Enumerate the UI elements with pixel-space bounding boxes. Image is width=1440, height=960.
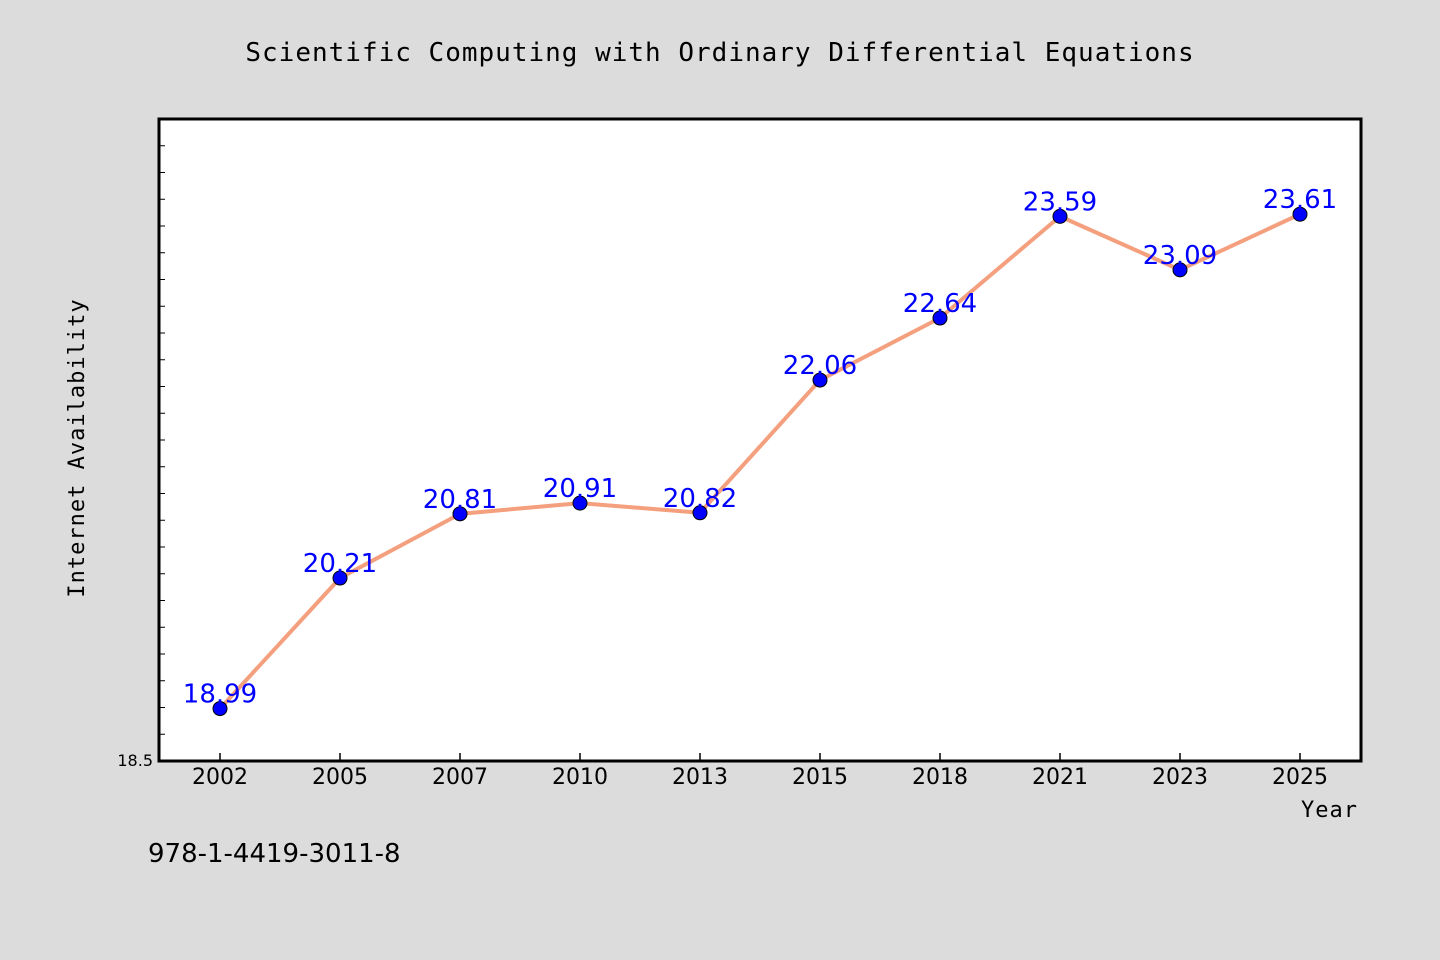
data-label-2023: 23.09 <box>1143 241 1217 271</box>
data-label-2005: 20.21 <box>303 549 377 579</box>
series-group: 18.99 20.21 20.81 20.91 20.82 22.06 22.64 23.59… <box>183 185 1337 717</box>
x-axis-ticks <box>219 753 1301 761</box>
data-point-2021 <box>1052 208 1068 224</box>
data-point-2007 <box>452 506 468 522</box>
data-point-2025 <box>1292 206 1308 222</box>
x-tick-label-2015: 2015 <box>792 765 848 790</box>
data-point-2013 <box>692 505 708 521</box>
x-tick-label-2002: 2002 <box>192 765 248 790</box>
data-point-2002 <box>212 701 228 717</box>
x-tick-label-2021: 2021 <box>1032 765 1088 790</box>
data-label-2013: 20.82 <box>663 484 737 514</box>
data-label-2018: 22.64 <box>903 289 977 319</box>
data-point-2023 <box>1172 262 1188 278</box>
x-tick-label-2018: 2018 <box>912 765 968 790</box>
data-point-2018 <box>932 310 948 326</box>
chart-title: Scientific Computing with Ordinary Diffe… <box>245 38 1194 68</box>
x-tick-label-2013: 2013 <box>672 765 728 790</box>
plot-area <box>157 117 1363 763</box>
isbn-footer: 978-1-4419-3011-8 <box>148 839 401 869</box>
x-tick-label-2007: 2007 <box>432 765 488 790</box>
x-tick-label-2005: 2005 <box>312 765 368 790</box>
x-tick-label-2025: 2025 <box>1272 765 1328 790</box>
x-axis-tick-labels: 2002 2005 2007 2010 2013 2015 2018 2021 2023 2025 <box>192 765 1328 790</box>
data-point-2005 <box>332 570 348 586</box>
data-label-2002: 18.99 <box>183 680 257 710</box>
data-label-2015: 22.06 <box>783 351 857 381</box>
data-point-2015 <box>812 372 828 388</box>
data-point-2010 <box>572 495 588 511</box>
data-label-2007: 20.81 <box>423 485 497 515</box>
y-axis-label: Internet Availability <box>65 298 90 597</box>
series-line <box>218 212 1302 711</box>
x-tick-label-2010: 2010 <box>552 765 608 790</box>
data-label-2021: 23.59 <box>1023 187 1097 217</box>
x-tick-label-2023: 2023 <box>1152 765 1208 790</box>
x-axis-label: Year <box>1301 798 1358 823</box>
data-label-2025: 23.61 <box>1263 185 1337 215</box>
y-axis-ticks <box>159 118 165 762</box>
y-axis-min-label: 18.5 <box>117 751 153 770</box>
data-label-2010: 20.91 <box>543 474 617 504</box>
